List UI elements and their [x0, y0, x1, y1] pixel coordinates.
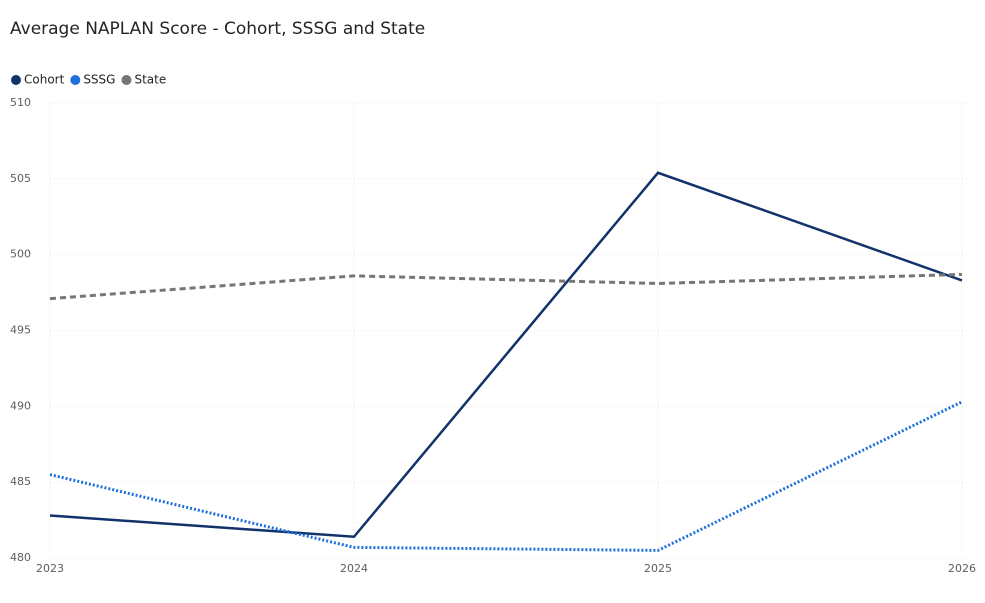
y-tick-label: 495 [10, 324, 31, 337]
y-tick-label: 480 [10, 551, 31, 564]
series-line [49, 272, 963, 301]
x-tick-label: 2024 [340, 562, 368, 575]
series-line [49, 400, 963, 552]
y-tick-label: 505 [10, 172, 31, 185]
y-tick-label: 500 [10, 248, 31, 261]
x-tick-label: 2026 [948, 562, 976, 575]
legend-text: Cohort [24, 73, 65, 87]
series-line [49, 171, 963, 539]
chart-title: Average NAPLAN Score - Cohort, SSSG and … [10, 19, 425, 39]
y-tick-label: 510 [10, 96, 31, 109]
legend-text: State [134, 73, 166, 87]
x-tick-label: 2025 [644, 562, 672, 575]
x-tick-label: 2023 [36, 562, 64, 575]
y-tick-label: 490 [10, 399, 31, 412]
legend-marker [70, 75, 81, 85]
y-tick-label: 485 [10, 475, 31, 488]
legend-text: SSSG [83, 73, 115, 87]
legend-marker [121, 75, 132, 85]
legend-marker [11, 75, 21, 85]
